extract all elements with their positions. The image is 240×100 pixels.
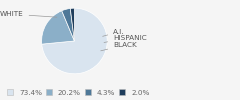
Text: WHITE: WHITE — [0, 11, 57, 17]
Legend: 73.4%, 20.2%, 4.3%, 2.0%: 73.4%, 20.2%, 4.3%, 2.0% — [6, 89, 150, 96]
Text: A.I.: A.I. — [103, 29, 125, 36]
Text: HISPANIC: HISPANIC — [104, 35, 147, 42]
Wedge shape — [70, 8, 74, 41]
Text: BLACK: BLACK — [101, 42, 137, 51]
Wedge shape — [42, 8, 107, 74]
Wedge shape — [42, 11, 74, 44]
Wedge shape — [62, 8, 74, 41]
